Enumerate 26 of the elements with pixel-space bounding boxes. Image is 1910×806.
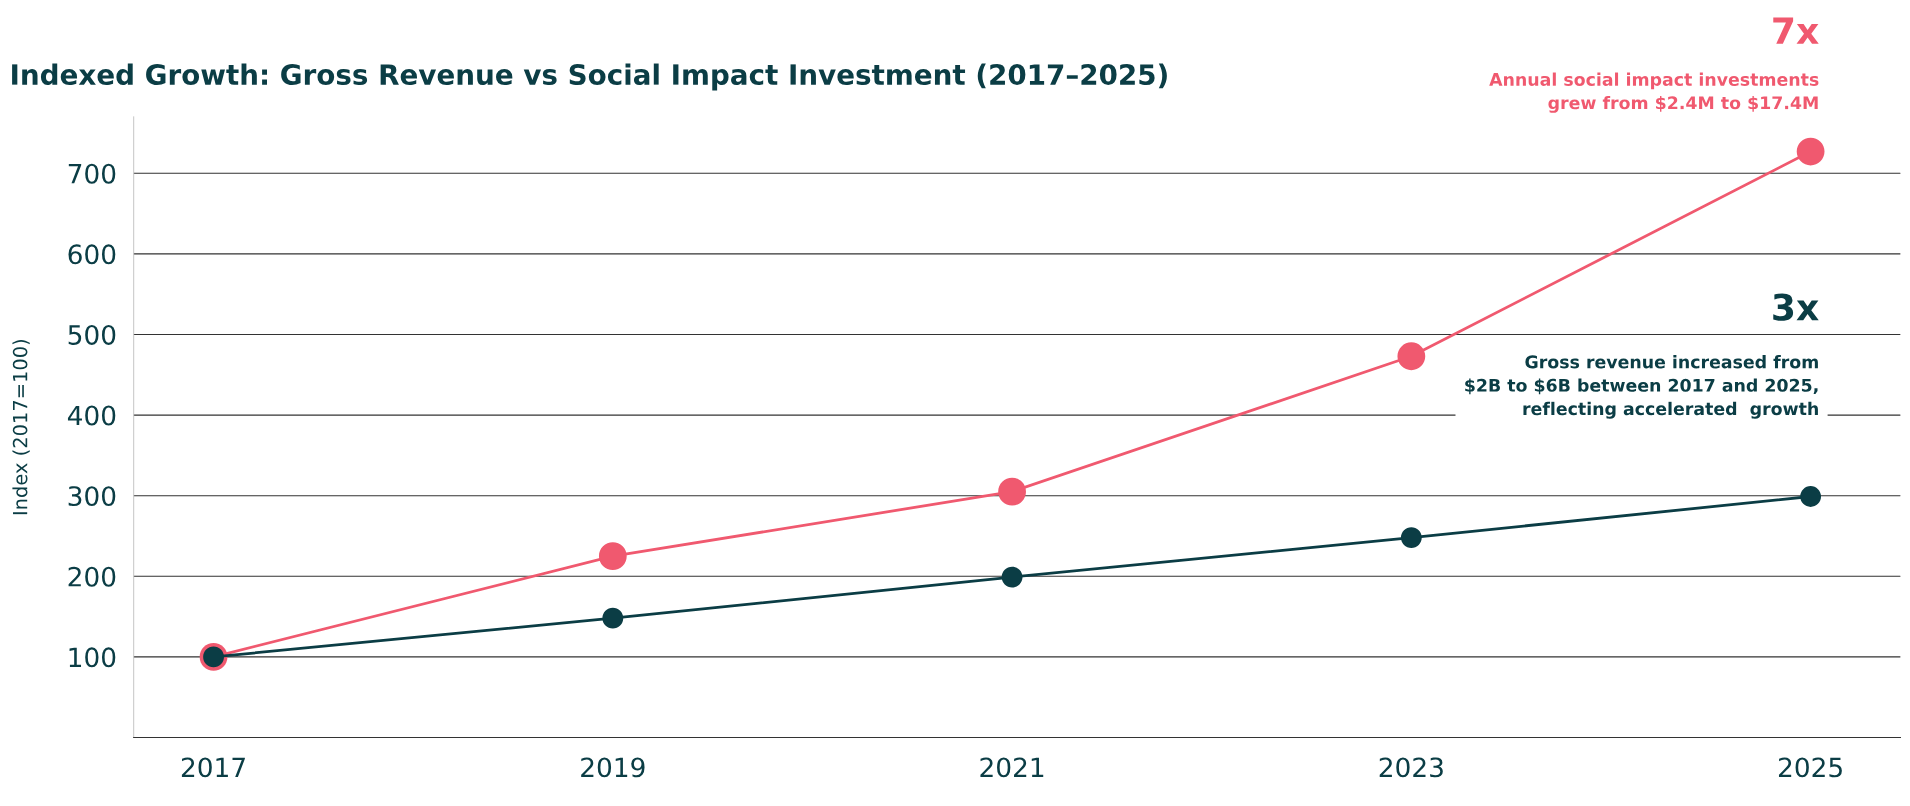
point: [602, 607, 624, 629]
x-tick-label: 2023: [1379, 757, 1443, 778]
y-tick-label: 400: [67, 405, 116, 426]
point: [1796, 137, 1825, 166]
x-tick-label: 2017: [181, 757, 245, 778]
text: Annual social impact investments grew from $2.4M to $17.4M: [1489, 72, 1819, 113]
point: [1001, 566, 1023, 588]
y-tick-label: 600: [68, 244, 116, 265]
y-tick-label: 300: [68, 486, 116, 507]
text: 7x: [1773, 17, 1819, 44]
x-tick-label: 2025: [1778, 757, 1842, 778]
point: [998, 477, 1026, 506]
y-axis-title: Index (2017=100): [12, 339, 30, 515]
y-tick-label: 200: [68, 566, 116, 587]
annotation: Gross revenue increased from $2B to $6B between 2017 and 2025, reflecting accelerated growth: [1465, 355, 1818, 419]
point: [598, 542, 627, 571]
y-tick-label: 100: [69, 647, 116, 668]
y-tick-label: 500: [68, 324, 116, 345]
y-tick-label: 700: [68, 163, 116, 184]
annotation: 3x: [1773, 293, 1819, 321]
chart-title: Indexed Growth: Gross Revenue vs Social Impact Investment (2017–2025): [12, 63, 1167, 91]
x-tick-label: 2021: [980, 757, 1044, 778]
point: [1400, 527, 1422, 549]
x-tick-label: 2019: [581, 757, 645, 778]
point: [1800, 486, 1822, 507]
point: [1397, 342, 1426, 371]
